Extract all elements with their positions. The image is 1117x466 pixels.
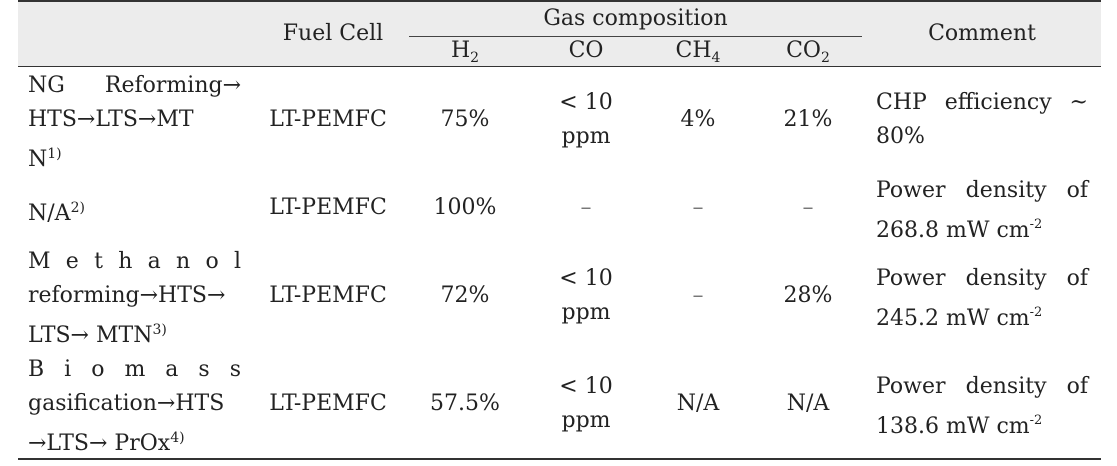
row3-co: < 10 ppm xyxy=(559,266,613,325)
row1-fuel-cell: LT-PEMFC xyxy=(269,107,387,132)
row4-ch4: N/A xyxy=(676,391,720,416)
row3-process: M e t h a n o l reforming→HTS→ LTS→ MTN3… xyxy=(28,249,241,348)
row2-comment: Power density of 268.8 mW cm-2 xyxy=(876,178,1088,243)
row2-co: – xyxy=(580,195,592,220)
top-rule xyxy=(18,0,1101,2)
row2-co2: – xyxy=(802,195,814,220)
row1-co: < 10 ppm xyxy=(559,90,613,149)
row1-process: NG Reforming→ HTS→LTS→MT N1) xyxy=(28,73,241,172)
header-comment: Comment xyxy=(928,21,1036,46)
row1-ch4: 4% xyxy=(680,107,716,132)
header-fuel-cell: Fuel Cell xyxy=(282,21,384,46)
row1-comment: CHP efficiency ~ 80% xyxy=(876,90,1088,149)
row3-h2: 72% xyxy=(440,283,490,308)
row2-ch4: – xyxy=(692,195,704,220)
header-gas-composition: Gas composition xyxy=(543,6,728,31)
header-rule xyxy=(18,66,1101,67)
row4-co2: N/A xyxy=(786,391,830,416)
gas-composition-rule xyxy=(409,36,862,37)
bottom-rule xyxy=(18,458,1101,460)
row1-h2: 75% xyxy=(440,107,490,132)
row4-fuel-cell: LT-PEMFC xyxy=(269,391,387,416)
header-co: CO xyxy=(568,38,604,63)
row2-process: N/A2) xyxy=(28,200,85,226)
header-h2: H2 xyxy=(450,38,480,66)
row3-ch4: – xyxy=(692,283,704,308)
data-table: Fuel Cell Gas composition H2 CO CH4 CO2 … xyxy=(18,0,1101,461)
row2-h2: 100% xyxy=(433,195,497,220)
row3-fuel-cell: LT-PEMFC xyxy=(269,283,387,308)
row4-h2: 57.5% xyxy=(430,391,500,416)
row2-fuel-cell: LT-PEMFC xyxy=(269,195,387,220)
row1-co2: 21% xyxy=(783,107,833,132)
row4-comment: Power density of 138.6 mW cm-2 xyxy=(876,374,1088,439)
header-co2: CO2 xyxy=(786,38,830,66)
header-ch4: CH4 xyxy=(675,38,721,66)
row4-process: B i o m a s s gasification→HTS →LTS→ PrO… xyxy=(28,357,241,456)
row3-comment: Power density of 245.2 mW cm-2 xyxy=(876,266,1088,331)
header-row xyxy=(18,0,1101,67)
row4-co: < 10 ppm xyxy=(559,374,613,433)
row3-co2: 28% xyxy=(783,283,833,308)
